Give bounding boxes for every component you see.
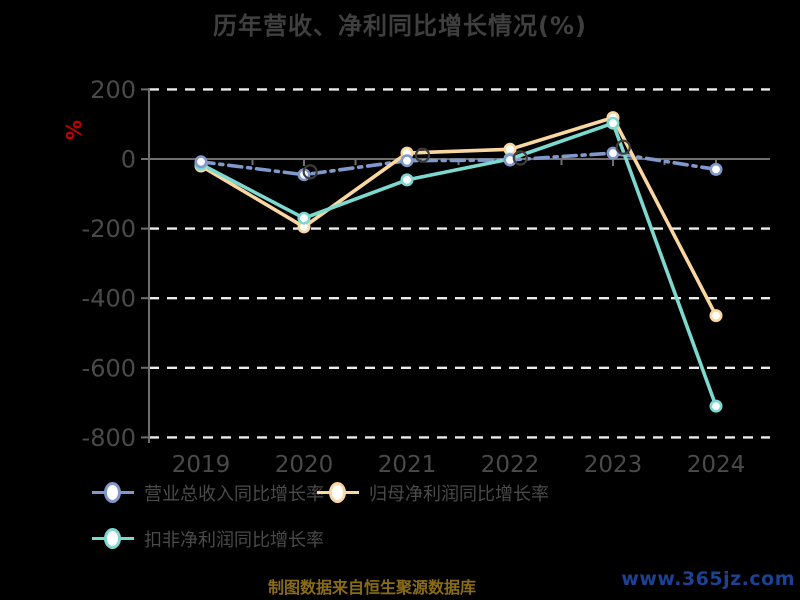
- data-point: [606, 146, 620, 160]
- open-ghost-marker: [414, 147, 431, 163]
- x-tick-label: 2024: [687, 452, 746, 478]
- chart-legend: 营业总收入同比增长率 归母净利润同比增长率扣非净利润同比增长率: [92, 480, 562, 552]
- legend-label: 营业总收入同比增长率: [144, 484, 324, 505]
- y-tick-label: -800: [82, 424, 136, 452]
- data-point: [400, 154, 414, 168]
- legend-marker-icon: [92, 482, 134, 504]
- series-line: [199, 115, 718, 318]
- open-ghost-marker: [512, 150, 528, 166]
- series-line: [199, 121, 718, 408]
- chart-title: 历年营收、净利同比增长情况(%): [213, 12, 587, 40]
- x-tick-label: 2019: [172, 452, 231, 478]
- x-tick-label: 2021: [378, 452, 437, 478]
- x-tick-label: 2023: [584, 452, 643, 478]
- series-line: [199, 151, 718, 177]
- legend-entry-0[interactable]: 营业总收入同比增长率: [92, 480, 324, 506]
- legend-marker-icon: [317, 482, 359, 504]
- y-tick-label: -200: [82, 215, 136, 243]
- y-tick-label: 200: [90, 76, 136, 104]
- data-point: [297, 211, 311, 225]
- legend-label: 扣非净利润同比增长率: [144, 530, 324, 551]
- data-point: [606, 116, 620, 130]
- legend-entry-2[interactable]: 扣非净利润同比增长率: [92, 526, 324, 552]
- data-source-note: 制图数据来自恒生聚源数据库: [268, 578, 477, 597]
- data-point: [400, 173, 414, 187]
- x-tick-label: 2022: [481, 452, 540, 478]
- open-ghost-marker: [302, 164, 318, 180]
- data-point: [709, 399, 723, 413]
- watermark-link[interactable]: www.365jz.com: [621, 568, 795, 590]
- open-ghost-marker: [615, 139, 631, 155]
- legend-entry-1[interactable]: 归母净利润同比增长率: [317, 480, 549, 506]
- y-tick-label: -600: [82, 354, 136, 382]
- legend-marker-icon: [92, 528, 134, 550]
- y-tick-label: 0: [121, 146, 136, 174]
- legend-label: 归母净利润同比增长率: [369, 484, 549, 505]
- data-point: [194, 155, 208, 169]
- y-tick-label: -400: [82, 285, 136, 313]
- data-point: [709, 309, 723, 323]
- data-point: [709, 162, 723, 176]
- x-tick-label: 2020: [275, 452, 334, 478]
